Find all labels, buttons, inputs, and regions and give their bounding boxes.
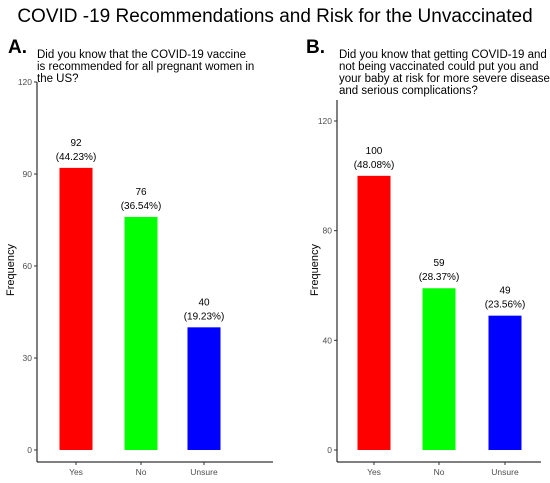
bar-yes <box>59 167 93 450</box>
y-tick-label: 0 <box>27 445 32 455</box>
panel-question-line: and serious complications? <box>339 85 478 97</box>
bar-unsure <box>187 327 221 450</box>
panel-question-line: not being vaccinated could put you and <box>339 61 538 73</box>
panel-question-line: Did you know that the COVID-19 vaccine <box>37 49 246 61</box>
y-tick-label: 90 <box>23 169 33 179</box>
bar-count-label: 49 <box>499 286 511 297</box>
panel-question-line: Did you know that getting COVID-19 and <box>339 49 547 61</box>
bar-percent-label: (44.23%) <box>56 152 97 163</box>
chart-title: COVID -19 Recommendations and Risk for t… <box>17 6 533 27</box>
x-tick-label: Yes <box>367 467 381 477</box>
x-tick-label: No <box>136 467 147 477</box>
panel-label: A. <box>8 37 27 58</box>
x-tick-label: Unsure <box>491 467 519 477</box>
bar-unsure <box>488 315 522 450</box>
x-tick-label: Unsure <box>190 467 218 477</box>
y-tick-label: 120 <box>318 116 332 126</box>
bar-count-label: 100 <box>366 146 383 157</box>
bar-percent-label: (28.37%) <box>419 272 460 283</box>
y-axis-label: Frequency <box>309 244 321 296</box>
y-tick-label: 0 <box>327 445 332 455</box>
bar-percent-label: (23.56%) <box>485 300 526 311</box>
panel-question-line: your baby at risk for more severe diseas… <box>339 73 550 85</box>
bar-percent-label: (48.08%) <box>354 160 395 171</box>
bar-percent-label: (19.23%) <box>184 311 225 322</box>
bar-yes <box>357 175 391 451</box>
y-tick-label: 40 <box>323 335 333 345</box>
bar-count-label: 59 <box>433 258 445 269</box>
bar-count-label: 76 <box>135 187 147 198</box>
panel-question-line: the US? <box>37 73 79 85</box>
y-tick-label: 60 <box>23 261 33 271</box>
y-tick-label: 80 <box>323 226 333 236</box>
bar-no <box>124 216 158 450</box>
x-tick-label: No <box>434 467 445 477</box>
panel-label: B. <box>306 37 325 58</box>
bar-count-label: 40 <box>198 297 210 308</box>
bar-percent-label: (36.54%) <box>121 201 162 212</box>
bar-no <box>422 288 456 450</box>
y-tick-label: 120 <box>18 77 32 87</box>
x-tick-label: Yes <box>69 467 83 477</box>
bar-count-label: 92 <box>70 138 82 149</box>
y-axis-label: Frequency <box>5 244 17 296</box>
y-tick-label: 30 <box>23 353 33 363</box>
panel-question-line: is recommended for all pregnant women in <box>37 61 254 73</box>
